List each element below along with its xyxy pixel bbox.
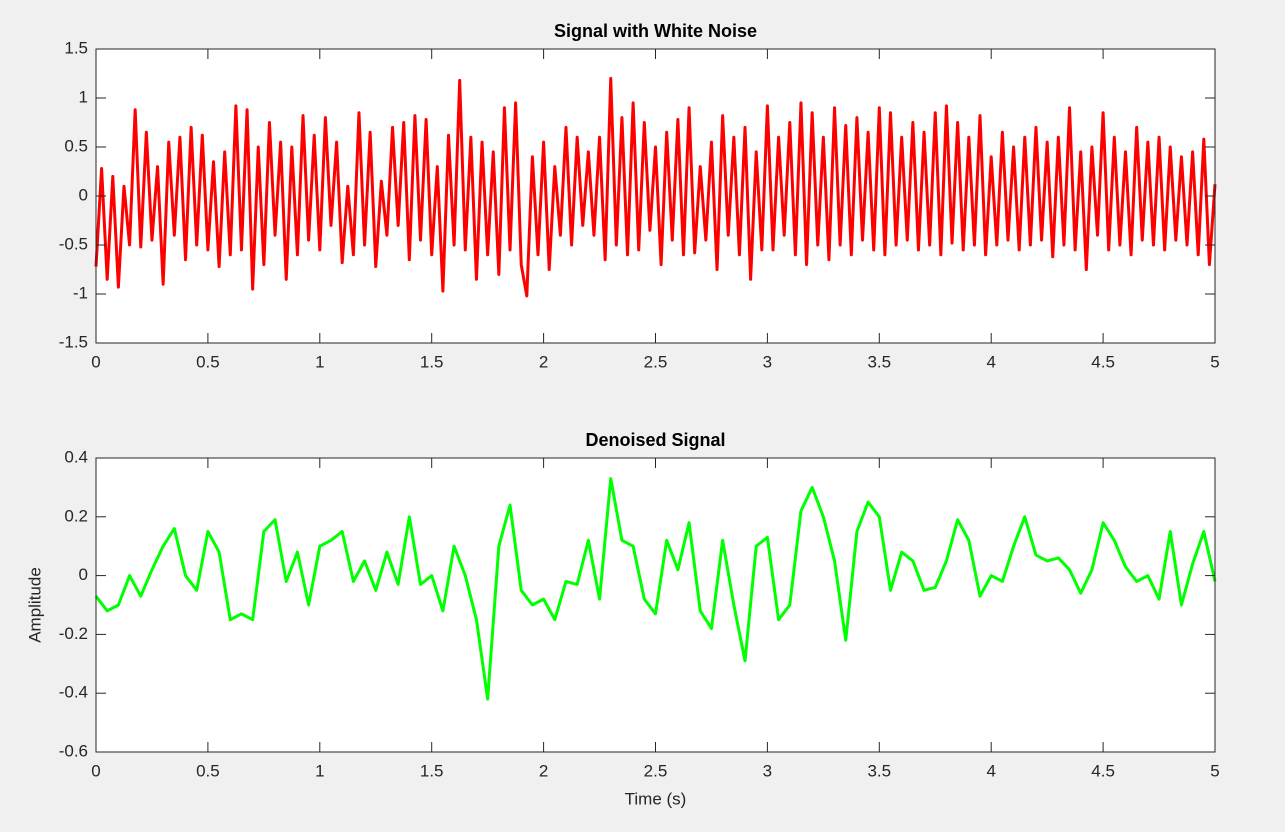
x-tick-label: 0 [91, 352, 100, 371]
x-tick-label: 3 [763, 352, 772, 371]
y-axis-label: Amplitude [25, 567, 44, 643]
y-tick-label: 1 [79, 87, 88, 106]
chart-title: Signal with White Noise [554, 21, 757, 41]
y-tick-label: -0.5 [59, 234, 88, 253]
data-line [94, 76, 1217, 298]
x-tick-label: 4 [986, 352, 995, 371]
x-tick-label: 0.5 [196, 352, 220, 371]
x-axis-label: Time (s) [625, 789, 687, 808]
x-tick-label: 2.5 [644, 761, 668, 780]
y-tick-label: -0.4 [59, 683, 88, 702]
x-tick-label: 4 [986, 761, 995, 780]
y-tick-label: 0 [79, 565, 88, 584]
y-tick-label: -1.5 [59, 332, 88, 351]
y-tick-label: 0.4 [64, 447, 88, 466]
x-tick-label: 2.5 [644, 352, 668, 371]
x-tick-label: 3.5 [867, 761, 891, 780]
y-tick-label: 1.5 [64, 38, 88, 57]
x-tick-label: 5 [1210, 761, 1219, 780]
x-tick-label: 1.5 [420, 352, 444, 371]
x-tick-label: 3.5 [867, 352, 891, 371]
chart-title: Denoised Signal [585, 430, 725, 450]
x-tick-label: 5 [1210, 352, 1219, 371]
y-tick-label: 0.5 [64, 136, 88, 155]
x-tick-label: 3 [763, 761, 772, 780]
plot-area [96, 49, 1215, 343]
x-tick-label: 1 [315, 352, 324, 371]
x-tick-label: 2 [539, 352, 548, 371]
x-tick-label: 4.5 [1091, 352, 1115, 371]
y-tick-label: 0.2 [64, 506, 88, 525]
y-tick-label: 0 [79, 185, 88, 204]
data-line [94, 477, 1217, 701]
y-tick-label: -1 [73, 283, 88, 302]
x-tick-label: 2 [539, 761, 548, 780]
y-tick-label: -0.6 [59, 741, 88, 760]
x-tick-label: 1.5 [420, 761, 444, 780]
x-tick-label: 1 [315, 761, 324, 780]
x-tick-label: 0.5 [196, 761, 220, 780]
y-tick-label: -0.2 [59, 624, 88, 643]
x-tick-label: 0 [91, 761, 100, 780]
x-tick-label: 4.5 [1091, 761, 1115, 780]
